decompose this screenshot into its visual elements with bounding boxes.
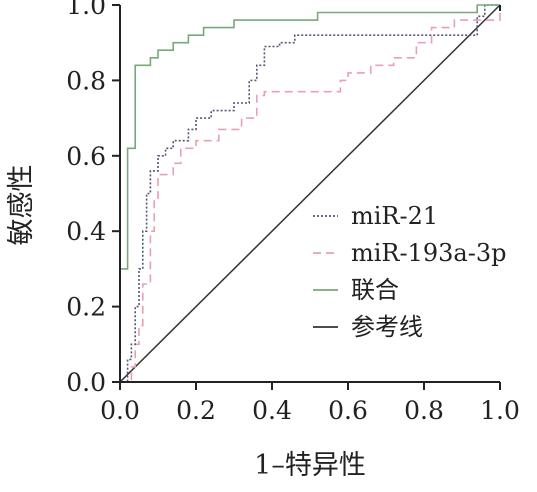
- x-tick-label-3: 0.6: [328, 396, 368, 425]
- series-line-1: [120, 5, 501, 383]
- legend-label-3: 参考线: [351, 313, 423, 341]
- y-ticks: 0.0 0.2 0.4 0.6 0.8 1.0: [66, 0, 120, 397]
- x-tick-label-5: 1.0: [480, 396, 520, 425]
- y-tick-label-4: 0.8: [66, 66, 106, 95]
- x-tick-label-0: 0.0: [100, 396, 140, 425]
- legend-label-1: miR-193a-3p: [351, 239, 506, 267]
- series-line-2: [119, 4, 500, 382]
- x-tick-label-1: 0.2: [176, 396, 216, 425]
- axes: [119, 5, 501, 383]
- legend-label-0: miR-21: [351, 202, 438, 230]
- x-axis-title: 1–特异性: [254, 450, 366, 481]
- y-tick-label-0: 0.0: [66, 368, 106, 397]
- y-tick-label-1: 0.2: [66, 293, 106, 322]
- legend-label-2: 联合: [351, 276, 399, 304]
- y-tick-label-3: 0.6: [66, 142, 106, 171]
- x-tick-label-4: 0.8: [404, 396, 444, 425]
- series-line-3: [119, 4, 501, 383]
- y-tick-label-2: 0.4: [66, 217, 106, 246]
- x-ticks: 0.0 0.2 0.4 0.6 0.8 1.0: [100, 382, 520, 425]
- series-line-0: [120, 4, 500, 383]
- y-axis-title: 敏感性: [6, 165, 37, 246]
- plot-lines: [119, 4, 501, 383]
- y-tick-label-5: 1.0: [66, 0, 106, 20]
- x-tick-label-2: 0.4: [252, 396, 292, 425]
